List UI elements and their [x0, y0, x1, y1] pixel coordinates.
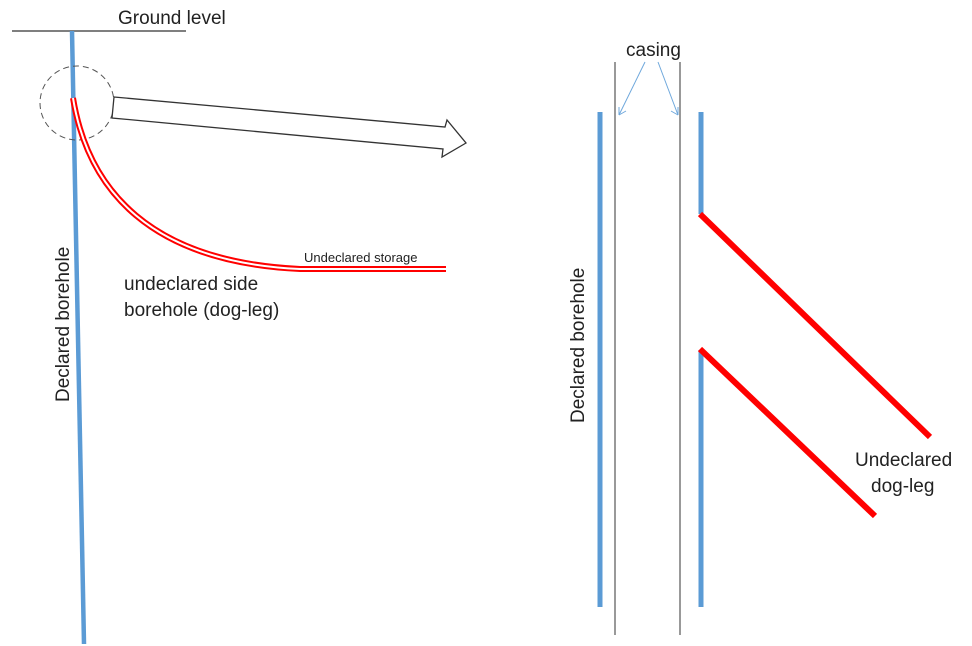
- side-borehole-label-line1: undeclared side: [124, 274, 258, 295]
- left-panel: Ground level Declared borehole Undeclare…: [12, 8, 467, 645]
- dogleg-upper-line: [697, 211, 933, 440]
- casing-pointer-left-head: [618, 107, 627, 116]
- dogleg-label-line2: dog-leg: [871, 476, 934, 497]
- casing-label: casing: [626, 40, 681, 61]
- side-borehole-curve-inner: [72, 97, 446, 270]
- right-panel: casing Declared borehole Undeclared dog-…: [568, 40, 952, 635]
- undeclared-storage-label: Undeclared storage: [304, 250, 417, 265]
- dogleg-label-line1: Undeclared: [855, 450, 952, 471]
- declared-borehole-label: Declared borehole: [53, 247, 74, 402]
- declared-borehole-label-right: Declared borehole: [568, 268, 589, 423]
- dogleg-lower-line: [697, 346, 878, 519]
- casing-pointer-right-head: [670, 107, 679, 116]
- ground-level-label: Ground level: [118, 8, 226, 29]
- casing-pointer-left: [618, 61, 646, 116]
- zoom-arrow: [111, 96, 467, 159]
- casing-pointer-right: [657, 61, 679, 116]
- side-borehole-label-line2: borehole (dog-leg): [124, 300, 279, 321]
- declared-borehole-line: [69, 30, 87, 645]
